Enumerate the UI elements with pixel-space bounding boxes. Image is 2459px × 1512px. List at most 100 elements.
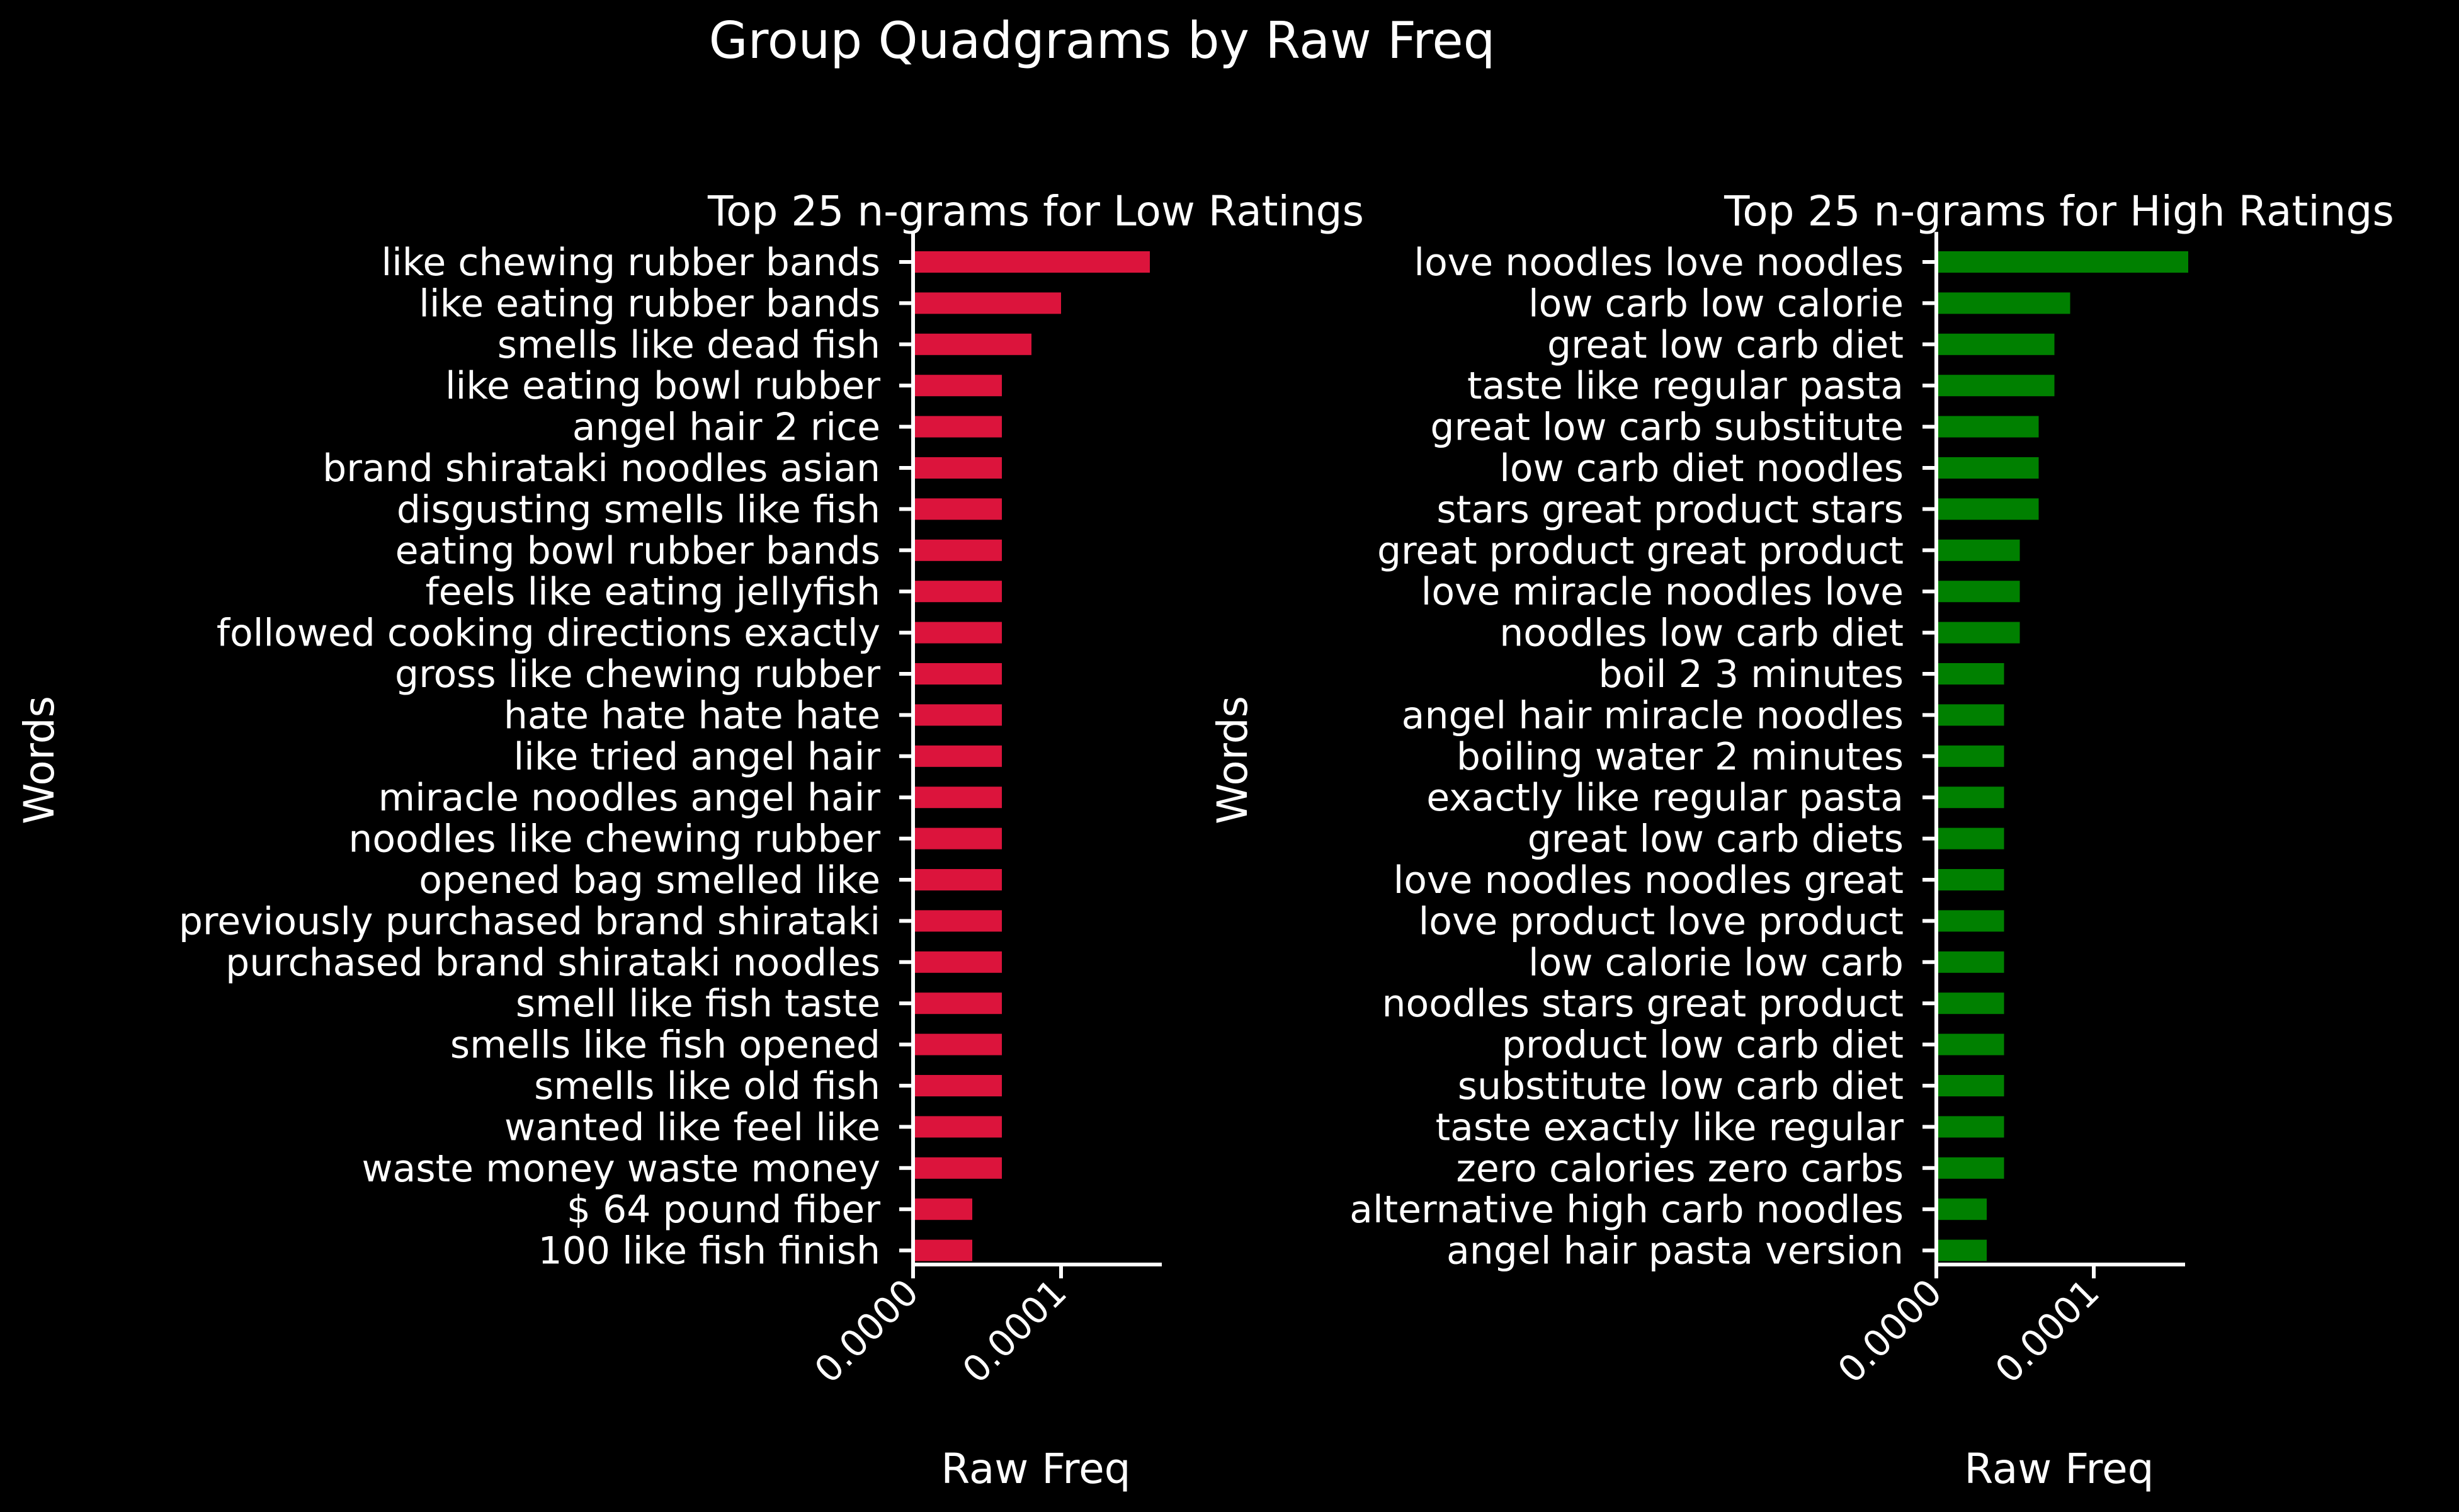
category-label-low: noodles like chewing rubber [348, 817, 880, 861]
category-label-low: followed cooking directions exactly [217, 611, 880, 656]
category-label-low: opened bag smelled like [419, 858, 880, 902]
category-label-high: low carb diet noodles [1499, 446, 1904, 491]
category-label-high: low calorie low carb [1528, 941, 1904, 985]
bar-high [1936, 663, 2004, 685]
panel-title-low: Top 25 n-grams for Low Ratings [707, 187, 1364, 236]
category-label-high: product low carb diet [1502, 1023, 1904, 1067]
bar-low [913, 992, 1002, 1015]
category-label-high: love noodles love noodles [1414, 241, 1904, 285]
category-label-low: smell like fish taste [516, 982, 880, 1026]
bar-low [913, 787, 1002, 809]
bar-high [1936, 1116, 2004, 1138]
category-label-low: smells like fish opened [450, 1023, 880, 1067]
category-label-high: great low carb substitute [1430, 406, 1904, 450]
category-label-low: smells like old fish [534, 1064, 880, 1108]
x-tick-label-low: 0.0000 [806, 1271, 927, 1392]
bar-high [1936, 910, 2004, 932]
category-label-high: exactly like regular pasta [1426, 776, 1904, 820]
bar-high [1936, 704, 2004, 726]
category-label-high: angel hair pasta version [1446, 1229, 1904, 1273]
category-label-high: low carb low calorie [1528, 281, 1904, 326]
bar-high [1936, 251, 2188, 273]
bar-low [913, 333, 1031, 355]
category-label-low: eating bowl rubber bands [395, 529, 880, 573]
category-label-low: like tried angel hair [513, 735, 880, 779]
bar-high [1936, 375, 2055, 397]
bar-low [913, 1116, 1002, 1138]
category-label-low: $ 64 pound fiber [567, 1188, 880, 1232]
bar-low [913, 375, 1002, 397]
category-label-low: like eating rubber bands [419, 281, 880, 326]
x-tick-label-low: 0.0001 [954, 1271, 1075, 1392]
x-axis-label-high: Raw Freq [1964, 1445, 2154, 1493]
bar-high [1936, 1033, 2004, 1055]
x-tick-label-high: 0.0001 [1987, 1271, 2108, 1392]
bar-high [1936, 787, 2004, 809]
category-label-low: 100 like fish finish [538, 1229, 880, 1273]
category-label-high: noodles low carb diet [1499, 611, 1904, 656]
category-label-low: smells like dead fish [497, 323, 880, 367]
bar-low [913, 457, 1002, 479]
x-axis-label-low: Raw Freq [941, 1445, 1130, 1493]
category-label-high: stars great product stars [1436, 487, 1904, 531]
category-label-low: waste money waste money [361, 1147, 880, 1191]
x-tick-label-high: 0.0000 [1829, 1271, 1950, 1392]
category-label-low: angel hair 2 rice [572, 406, 880, 450]
category-label-high: great low carb diet [1547, 323, 1904, 367]
bar-low [913, 1075, 1002, 1096]
category-label-high: alternative high carb noodles [1349, 1188, 1904, 1232]
figure-title: Group Quadgrams by Raw Freq [709, 11, 1496, 70]
category-label-high: great product great product [1377, 529, 1904, 573]
bar-low [913, 1033, 1002, 1055]
category-label-high: boiling water 2 minutes [1457, 735, 1904, 779]
bars-high [1936, 251, 2188, 1261]
bar-low [913, 663, 1002, 685]
category-label-high: substitute low carb diet [1458, 1064, 1904, 1108]
category-label-low: like eating bowl rubber [445, 364, 880, 408]
bar-low [913, 251, 1150, 273]
bar-low [913, 622, 1002, 644]
bar-low [913, 416, 1002, 438]
panel-high-ratings: Top 25 n-grams for High Ratings Words Ra… [1208, 187, 2394, 1493]
category-label-low: disgusting smells like fish [397, 487, 880, 531]
category-label-high: zero calories zero carbs [1456, 1147, 1904, 1191]
bar-low [913, 704, 1002, 726]
bar-high [1936, 951, 2004, 973]
category-label-high: love product love product [1419, 899, 1904, 943]
panel-title-high: Top 25 n-grams for High Ratings [1724, 187, 2394, 236]
bar-low [913, 1198, 972, 1220]
bar-low [913, 498, 1002, 520]
bar-low [913, 292, 1061, 314]
bar-low [913, 869, 1002, 890]
bar-low [913, 951, 1002, 973]
bar-high [1936, 992, 2004, 1015]
bar-high [1936, 292, 2070, 314]
category-label-low: miracle noodles angel hair [378, 776, 881, 820]
category-label-low: hate hate hate hate [504, 693, 880, 737]
y-axis-label-low: Words [15, 696, 64, 824]
bar-high [1936, 622, 2020, 644]
bar-low [913, 539, 1002, 561]
bars-low [913, 251, 1150, 1261]
category-label-low: like chewing rubber bands [381, 241, 880, 285]
bar-high [1936, 745, 2004, 767]
bar-low [913, 581, 1002, 603]
bar-high [1936, 1075, 2004, 1096]
category-label-high: boil 2 3 minutes [1598, 652, 1904, 696]
bar-high [1936, 1157, 2004, 1179]
bar-high [1936, 581, 2020, 603]
bar-low [913, 910, 1002, 932]
bar-high [1936, 457, 2039, 479]
category-label-low: previously purchased brand shirataki [179, 899, 880, 943]
bar-high [1936, 498, 2039, 520]
category-label-low: brand shirataki noodles asian [322, 446, 880, 491]
category-label-high: great low carb diets [1528, 817, 1904, 861]
category-label-low: feels like eating jellyfish [426, 570, 880, 614]
category-label-high: taste exactly like regular [1436, 1105, 1904, 1149]
category-label-low: wanted like feel like [504, 1105, 880, 1149]
bar-low [913, 1157, 1002, 1179]
bar-high [1936, 539, 2020, 561]
